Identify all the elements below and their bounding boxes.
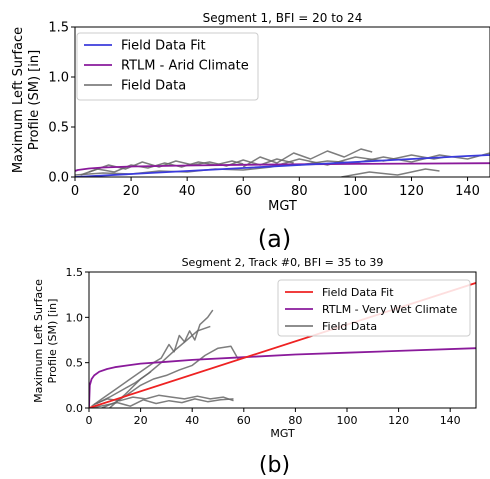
y-tick-label: 1.5 — [66, 266, 84, 279]
plot-frame — [74, 26, 490, 178]
y-axis-label-line-2: Profile (SM) [in] — [46, 299, 59, 384]
panel-label: (b) — [259, 453, 290, 478]
panel-label: (a) — [258, 225, 291, 253]
series-line-field-data-trace-6 — [109, 371, 152, 408]
series-line-rtlm-very-wet-climate — [89, 347, 476, 408]
y-tick-label: 0.5 — [48, 121, 69, 136]
x-tick-label: 140 — [455, 184, 480, 199]
series-line-field-data-trace-3 — [101, 345, 240, 408]
series-line-field-data-trace-3 — [242, 148, 373, 168]
x-tick-label: 40 — [185, 414, 199, 427]
x-tick-label: 20 — [134, 414, 148, 427]
legend: Field Data Fit RTLM - Arid Climate Field D… — [76, 32, 259, 101]
legend-label: Field Data Fit — [121, 39, 206, 54]
y-tick-label: 1.0 — [48, 71, 69, 86]
chart-panel-b: Segment 2, Track #0, BFI = 35 to 39 0 20 40… — [32, 256, 477, 478]
x-tick-label: 120 — [399, 184, 424, 199]
x-tick-label: 100 — [343, 184, 368, 199]
x-tick-label: 100 — [337, 414, 358, 427]
series-line-field-data-trace-2 — [96, 325, 211, 405]
x-tick-label: 60 — [237, 414, 251, 427]
legend-label: Field Data — [121, 79, 186, 94]
x-tick-label: 80 — [288, 414, 302, 427]
x-tick-label: 40 — [179, 184, 196, 199]
y-tick-label: 1.0 — [66, 311, 84, 324]
x-tick-label: 20 — [123, 184, 140, 199]
series-line-field-data-trace-1 — [91, 309, 214, 407]
plot-area — [75, 148, 490, 177]
y-axis-label-line-2: Profile (SM) [in] — [27, 50, 42, 150]
x-axis-label: MGT — [268, 199, 297, 214]
x-tick-label: 0 — [71, 184, 79, 199]
y-tick-label: 0.0 — [48, 171, 69, 186]
legend-box — [76, 32, 259, 101]
x-tick-label: 60 — [235, 184, 252, 199]
x-tick-label: 0 — [86, 414, 93, 427]
y-tick-label: 0.0 — [66, 402, 84, 415]
series-line-rtlm-arid-climate — [75, 162, 490, 172]
chart-panel-a: Segment 1, BFI = 20 to 24 0 20 40 60 80 100 120… — [11, 11, 490, 253]
chart-title: Segment 2, Track #0, BFI = 35 to 39 — [182, 256, 384, 269]
series-line-field-data-trace-7 — [341, 168, 440, 177]
x-tick-label: 120 — [388, 414, 409, 427]
y-axis-label-line-1: Maximum Left Surface — [11, 27, 26, 173]
legend-label: Field Data Fit — [322, 286, 394, 299]
plot-frame — [88, 271, 477, 409]
x-tick-label: 80 — [291, 184, 308, 199]
legend: Field Data Fit RTLM - Very Wet Climate Fie… — [277, 279, 471, 337]
y-tick-label: 0.5 — [66, 357, 84, 370]
x-axis-label: MGT — [270, 427, 295, 440]
y-tick-label: 1.5 — [48, 21, 69, 36]
legend-box — [277, 279, 471, 337]
legend-label: RTLM - Very Wet Climate — [322, 303, 457, 316]
legend-label: Field Data — [322, 320, 377, 333]
series-line-field-data-trace-1 — [80, 160, 244, 176]
series-line-field-data-fit — [75, 154, 490, 177]
x-tick-label: 140 — [440, 414, 461, 427]
chart-title: Segment 1, BFI = 20 to 24 — [203, 11, 363, 25]
y-axis-label-line-1: Maximum Left Surface — [32, 279, 45, 403]
legend-label: RTLM - Arid Climate — [121, 59, 249, 74]
